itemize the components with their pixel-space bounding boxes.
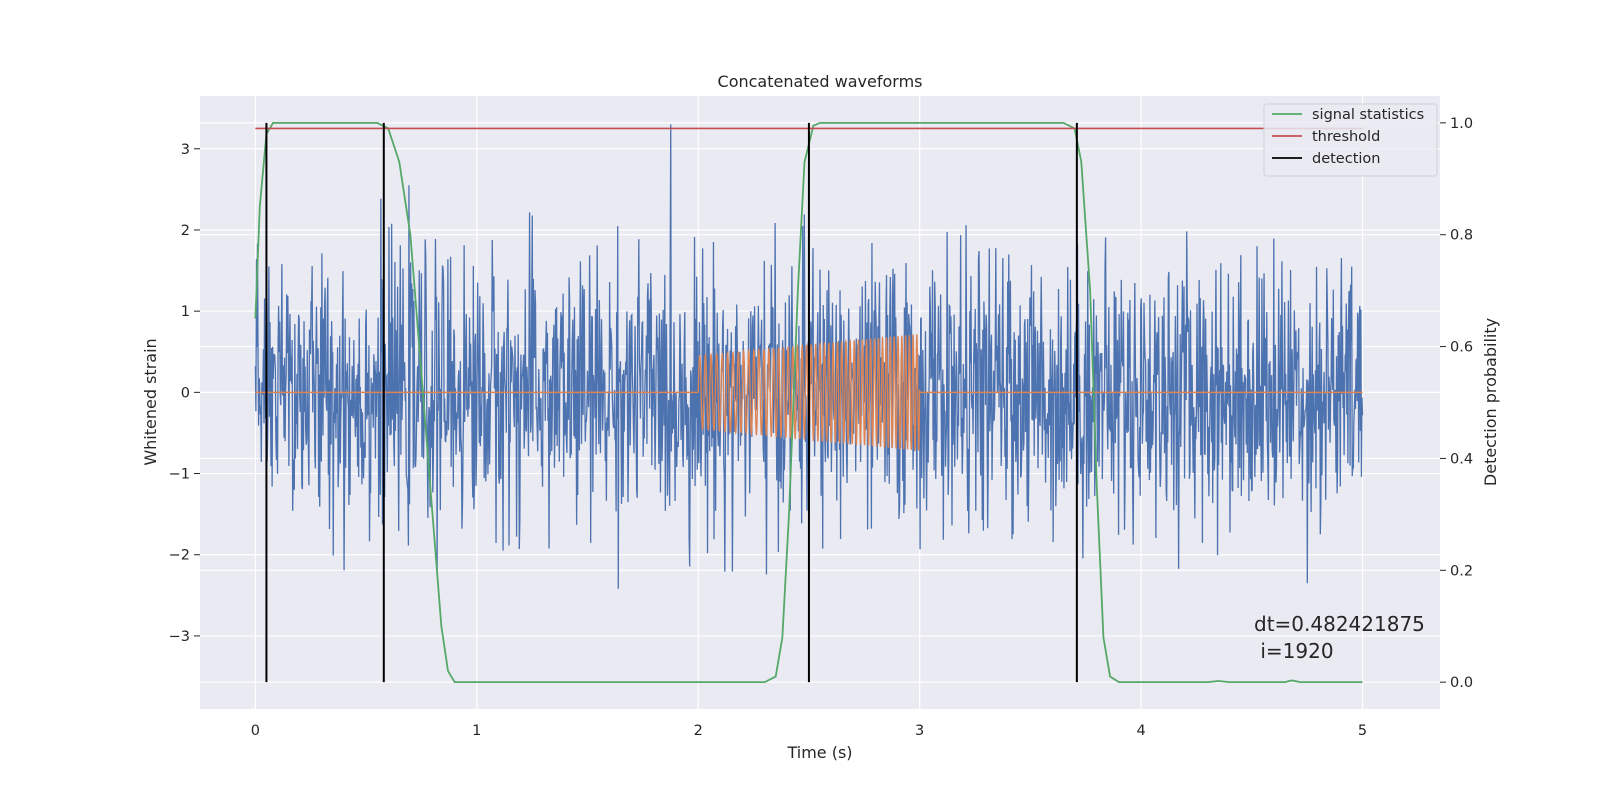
- annotation-dt: dt=0.482421875: [1254, 612, 1425, 636]
- y2-tick-label: 0.8: [1450, 228, 1473, 244]
- x-axis-label: Time (s): [786, 743, 852, 762]
- y2-tick-label: 0.4: [1450, 451, 1473, 467]
- y-tick-label: −2: [169, 548, 190, 564]
- x-tick-label: 5: [1358, 723, 1367, 739]
- y-axis-label: Whitened strain: [141, 338, 160, 465]
- chart-title: Concatenated waveforms: [718, 72, 923, 91]
- y-tick-label: −1: [169, 467, 190, 483]
- y-tick-label: 3: [181, 142, 190, 158]
- series-layer: [254, 121, 1364, 684]
- y2-tick-label: 1.0: [1450, 116, 1473, 132]
- legend-label: detection: [1312, 151, 1380, 167]
- tick-layer: 0 1 2 3 4 5 −3 −2 −1 0 1 2 3 0.0 0.2 0.4 0.6 0.8 1.0: [169, 116, 1473, 739]
- annotation: dt=0.482421875 i=1920: [1254, 612, 1425, 663]
- legend-label: signal statistics: [1312, 107, 1424, 123]
- legend-box: [1263, 103, 1438, 177]
- x-tick-label: 3: [915, 723, 924, 739]
- y2-tick-label: 0.2: [1450, 563, 1473, 579]
- legend: signal statistics threshold detection: [1263, 103, 1438, 177]
- x-tick-label: 1: [472, 723, 481, 739]
- x-tick-label: 4: [1136, 723, 1145, 739]
- signal-statistics-line: [254, 121, 1363, 684]
- y2-tick-label: 0.0: [1450, 675, 1473, 691]
- annotation-i: i=1920: [1254, 639, 1334, 663]
- y-tick-label: −3: [169, 629, 190, 645]
- legend-label: threshold: [1312, 129, 1380, 145]
- y-tick-label: 1: [181, 304, 190, 320]
- y2-axis-label: Detection probability: [1481, 318, 1500, 486]
- y2-tick-label: 0.6: [1450, 340, 1473, 356]
- y-tick-label: 2: [181, 223, 190, 239]
- legend-items: signal statistics threshold detection: [1272, 107, 1424, 167]
- x-tick-label: 0: [251, 723, 260, 739]
- x-tick-label: 2: [694, 723, 703, 739]
- y-tick-label: 0: [181, 385, 190, 401]
